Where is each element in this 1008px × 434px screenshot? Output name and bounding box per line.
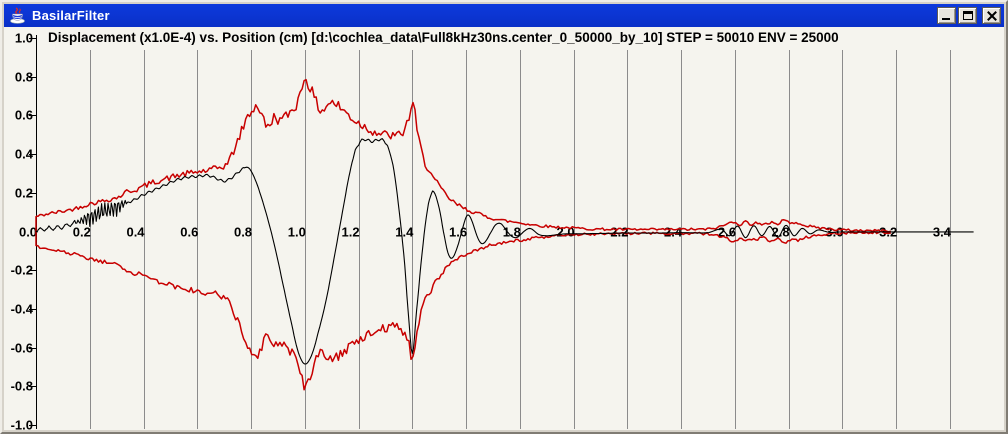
window-controls bbox=[937, 7, 1001, 24]
y-tick-label: 0.6 bbox=[14, 107, 33, 123]
displacement-curve bbox=[35, 138, 974, 365]
gridline-x-3.4 bbox=[949, 50, 951, 429]
gridline-x-1.0 bbox=[304, 50, 306, 429]
title-bar[interactable]: BasilarFilter bbox=[4, 4, 1004, 27]
x-tick-label: 0.6 bbox=[180, 224, 199, 239]
y-tick bbox=[29, 308, 36, 310]
minimize-button[interactable] bbox=[937, 7, 956, 24]
y-tick-label: -0.2 bbox=[10, 262, 33, 278]
x-tick-label: 2.6 bbox=[717, 224, 736, 239]
y-tick bbox=[29, 76, 36, 78]
y-tick-label: -0.4 bbox=[10, 301, 33, 317]
y-tick bbox=[29, 38, 36, 39]
y-tick-label: 0.2 bbox=[14, 185, 33, 201]
java-coffee-cup-icon bbox=[10, 7, 25, 24]
gridline-x-1.6 bbox=[466, 50, 468, 429]
gridline-x-0.2 bbox=[89, 50, 91, 429]
x-tick-label: 0.4 bbox=[126, 224, 145, 239]
y-tick-label: -0.8 bbox=[10, 378, 33, 394]
gridline-x-0.6 bbox=[197, 50, 199, 429]
envelope-upper-curve bbox=[35, 78, 892, 233]
gridline-x-3.2 bbox=[896, 50, 898, 429]
chart-area: Displacement (x1.0E-4) vs. Position (cm)… bbox=[4, 27, 1004, 430]
gridline-x-0.4 bbox=[143, 50, 145, 429]
x-tick-label: 1.8 bbox=[502, 224, 521, 239]
x-tick-label: 1.2 bbox=[341, 224, 360, 239]
y-tick-label: 1.0 bbox=[14, 30, 33, 46]
x-tick-label: 2.2 bbox=[610, 224, 629, 239]
gridline-x-3.0 bbox=[842, 50, 844, 429]
y-tick bbox=[29, 270, 36, 272]
chart-title: Displacement (x1.0E-4) vs. Position (cm)… bbox=[48, 30, 839, 45]
x-tick-label: 0.0 bbox=[18, 224, 38, 239]
minimize-icon bbox=[942, 18, 950, 20]
plot-canvas: 1.0 0.8 0.6 0.4 0.2 -0.2 -0.4 -0.6 -0.8 -1.0 0.0 0.… bbox=[4, 27, 1004, 430]
window-title: BasilarFilter bbox=[32, 8, 110, 23]
gridline-x-1.8 bbox=[519, 50, 521, 429]
y-tick bbox=[29, 425, 36, 426]
y-tick bbox=[29, 347, 36, 349]
x-tick-label: 1.0 bbox=[287, 224, 306, 239]
x-tick-label: 0.8 bbox=[233, 224, 253, 239]
x-tick-label: 2.4 bbox=[664, 224, 683, 239]
x-tick-label: 0.2 bbox=[72, 224, 91, 239]
envelope-lower-curve bbox=[35, 216, 891, 391]
y-tick bbox=[29, 115, 36, 117]
maximize-icon bbox=[963, 11, 973, 20]
gridline-x-2.2 bbox=[627, 50, 629, 429]
y-tick-label: -0.6 bbox=[10, 340, 33, 356]
y-tick bbox=[29, 154, 36, 156]
close-button[interactable] bbox=[982, 7, 1001, 24]
y-tick bbox=[29, 192, 36, 194]
gridline-x-2.6 bbox=[734, 50, 736, 429]
y-tick-label: -1.0 bbox=[10, 417, 33, 431]
gridline-x-1.2 bbox=[358, 50, 360, 429]
gridline-x-2.4 bbox=[681, 50, 683, 429]
curves-layer bbox=[35, 78, 974, 391]
maximize-button[interactable] bbox=[958, 7, 977, 24]
y-tick-label: 0.8 bbox=[14, 69, 33, 85]
y-tick bbox=[29, 386, 36, 388]
y-tick-label: 0.4 bbox=[14, 146, 33, 162]
gridline-x-0.8 bbox=[251, 50, 252, 429]
gridline-x-1.4 bbox=[412, 50, 414, 429]
gridline-x-2.0 bbox=[573, 50, 575, 429]
gridline-x-2.8 bbox=[788, 50, 790, 429]
x-tick-label: 1.4 bbox=[395, 224, 414, 239]
